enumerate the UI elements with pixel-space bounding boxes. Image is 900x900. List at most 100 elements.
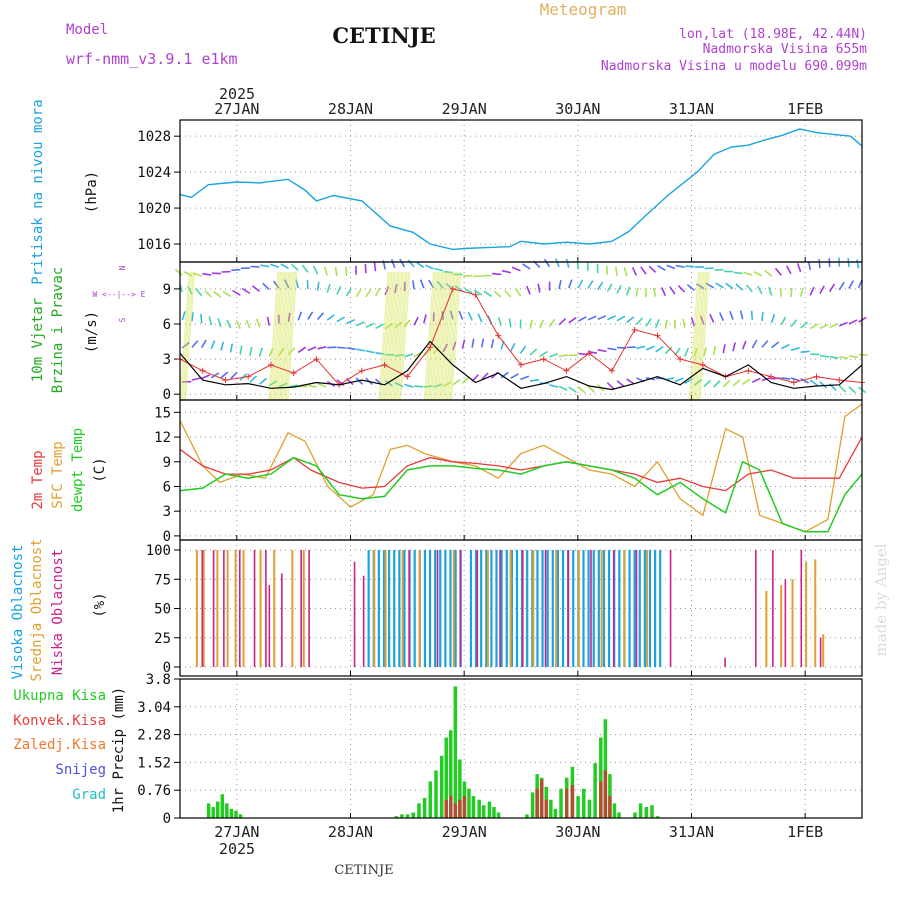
- wind-arrow: [587, 385, 596, 393]
- wind-arrow: [424, 264, 434, 270]
- cloud-mid-bar: [302, 550, 305, 667]
- wind-streak: [396, 271, 407, 401]
- wind-streak: [385, 271, 396, 401]
- precip-total-bar: [599, 737, 603, 818]
- cloud-high-bar: [398, 550, 401, 667]
- wind-arrow: [200, 314, 203, 324]
- wind-arrow: [682, 318, 686, 328]
- cloud-low-bar: [544, 550, 547, 667]
- wind-arrow: [307, 384, 317, 388]
- wind-label-1: 10m Vjetar: [30, 298, 46, 382]
- cloud-mid-bar: [791, 579, 794, 667]
- model-name: wrf-nmm_v3.9.1 e1km: [66, 50, 238, 68]
- precip-total-bar: [428, 781, 433, 818]
- wind-arrow: [442, 381, 452, 388]
- precip-total-bar: [582, 788, 586, 818]
- wind-arrow: [558, 385, 568, 391]
- wind-arrow: [283, 279, 290, 289]
- temp-ytick-label: 3: [163, 504, 171, 520]
- precip-total-bar: [638, 803, 643, 818]
- wind-arrow: [529, 319, 533, 329]
- wind-arrow: [394, 284, 398, 294]
- wind-arrow: [739, 310, 744, 320]
- wind-streak: [274, 271, 286, 401]
- wind-arrow: [526, 285, 531, 295]
- precip-total-bar: [612, 803, 617, 818]
- wind-arrow: [796, 263, 802, 273]
- wind-arrow: [677, 285, 686, 293]
- cloud-mid-bar: [401, 550, 404, 667]
- wind-arrow: [713, 380, 721, 388]
- wind-arrow: [428, 279, 435, 289]
- wind-arrow: [433, 383, 443, 388]
- cloud-mid-bar: [418, 550, 421, 667]
- wind-arrow: [819, 285, 825, 295]
- station-title: CETINJE: [332, 23, 435, 48]
- top-day-label: 28JAN: [328, 100, 373, 118]
- wind-arrow: [317, 382, 327, 388]
- wind-streak: [285, 271, 296, 401]
- wind-arrow: [607, 347, 617, 351]
- cloud-mid-label: Srednja Oblacnost: [29, 538, 45, 681]
- wind-arrow: [715, 282, 724, 289]
- wind-gust-marker: [495, 332, 502, 339]
- pressure-line: [179, 128, 863, 251]
- wind-arrow: [848, 280, 855, 289]
- precip-conv-bar: [603, 770, 608, 818]
- cloud-low-bar: [436, 550, 439, 667]
- precip-ytick-label: 3.8: [146, 672, 171, 688]
- precip-conv-bar: [535, 788, 539, 818]
- wind-arrow: [856, 259, 860, 269]
- wind-arrow: [375, 352, 385, 355]
- wind-arrow: [241, 287, 251, 295]
- cloud-low-bar: [755, 550, 757, 667]
- cloud-frame: [179, 539, 863, 677]
- cloud-high-bar: [439, 550, 442, 667]
- bottom-year-label: 2025: [219, 840, 255, 858]
- wind-arrow: [696, 283, 705, 290]
- precip-total-bar: [617, 812, 621, 818]
- wind-streak: [692, 271, 703, 401]
- wind-arrow: [607, 315, 616, 321]
- wind-arrow: [616, 380, 625, 388]
- wind-arrow: [848, 355, 858, 359]
- cloud-high-bar: [587, 550, 590, 667]
- wind-arrow: [520, 375, 530, 381]
- wind-arrow: [259, 377, 268, 385]
- pressure-ytick-label: 1024: [137, 165, 171, 181]
- cloud-high-bar: [510, 550, 513, 667]
- pressure-ytick-label: 1016: [137, 237, 171, 253]
- wind-arrow: [554, 258, 560, 268]
- wind-arrow: [745, 284, 753, 293]
- wind-arrow: [287, 312, 291, 322]
- wind-arrow: [770, 313, 776, 324]
- cloud-mid-bar: [600, 550, 603, 667]
- top-day-label: 29JAN: [442, 100, 487, 118]
- wind-arrow: [750, 310, 754, 320]
- wind-arrow: [458, 310, 464, 320]
- wind-gust-marker: [699, 361, 706, 368]
- cloud-low-bar: [567, 550, 570, 667]
- precip-total-bar: [650, 805, 654, 818]
- wind-streak: [691, 271, 702, 401]
- precip-conv-bar: [458, 799, 462, 818]
- wind-arrow: [317, 346, 327, 350]
- cloud-high-bar: [556, 550, 560, 667]
- wind-arrow: [423, 314, 427, 324]
- cloud-high-bar: [536, 550, 539, 667]
- wind-arrow: [432, 346, 440, 355]
- wind-arrow: [616, 315, 626, 322]
- cloud-mid-bar: [814, 559, 817, 667]
- wind-streak: [436, 271, 447, 401]
- wind-gust-marker: [631, 326, 638, 333]
- wind-arrow: [790, 347, 800, 352]
- precip-total-bar: [525, 814, 529, 818]
- wind-arrow: [809, 379, 818, 387]
- wind-arrow: [732, 342, 736, 352]
- wind-arrow: [800, 321, 809, 329]
- wind-arrow: [725, 282, 734, 290]
- wind-streak: [272, 271, 283, 401]
- wind-arrow: [345, 287, 352, 297]
- precip-snow-label: Snijeg: [55, 762, 106, 778]
- wind-arrow: [473, 289, 483, 296]
